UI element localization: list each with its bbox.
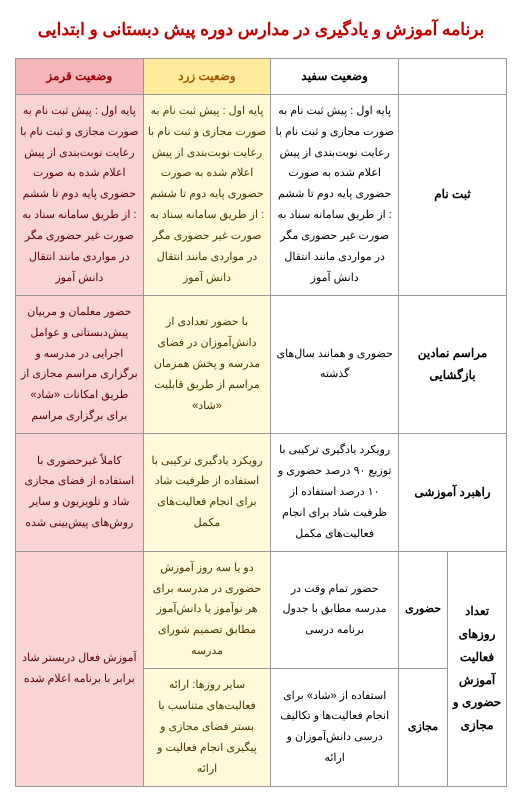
table-row: راهبرد آموزشی رویکرد یادگیری ترکیبی با ت… [16,434,507,551]
page-title: برنامه آموزش و یادگیری در مدارس دوره پیش… [15,20,507,40]
cell: حضور معلمان و مربیان پیش‌دبستانی و عوامل… [16,295,144,433]
row-label-ceremony: مراسم نمادین بازگشایی [399,295,507,433]
cell: پایه اول : پیش ثبت نام به صورت مجازی و ث… [271,94,399,295]
schedule-table: وضعیت سفید وضعیت زرد وضعیت قرمز ثبت نام … [15,58,507,787]
header-yellow: وضعیت زرد [143,59,271,95]
table-row: تعداد روزهای فعالیت آموزش حضوری و مجازی … [16,551,507,668]
row-label-strategy: راهبرد آموزشی [399,434,507,551]
header-blank [399,59,507,95]
cell: رویکرد یادگیری ترکیبی با توزیع ۹۰ درصد ح… [271,434,399,551]
cell: سایر روزها: ارائه فعالیت‌های متناسب با ب… [143,669,271,786]
row-label-days-virtual: مجازی [399,669,448,786]
header-red: وضعیت قرمز [16,59,144,95]
cell: رویکرد یادگیری ترکیبی با استفاده از ظرفی… [143,434,271,551]
cell: پایه اول : پیش ثبت نام به صورت مجازی و ث… [16,94,144,295]
cell: با حضور تعدادی از دانش‌آموزان در فضای مد… [143,295,271,433]
cell: حضور تمام وقت در مدرسه مطابق با جدول برن… [271,551,399,668]
cell: دو یا سه روز آموزش حضوری در مدرسه برای ه… [143,551,271,668]
table-row: مراسم نمادین بازگشایی حضوری و همانند سال… [16,295,507,433]
row-label-days-main: تعداد روزهای فعالیت آموزش حضوری و مجازی [448,551,507,786]
cell: استفاده از «شاد» برای انجام فعالیت‌ها و … [271,669,399,786]
cell: حضوری و همانند سال‌های گذشته [271,295,399,433]
table-row: ثبت نام پایه اول : پیش ثبت نام به صورت م… [16,94,507,295]
row-label-days-presential: حضوری [399,551,448,668]
cell: آموزش فعال دربستر شاد برابر با برنامه اع… [16,551,144,786]
row-label-registration: ثبت نام [399,94,507,295]
cell: کاملاً غیرحضوری با استفاده از فضای مجازی… [16,434,144,551]
cell: پایه اول : پیش ثبت نام به صورت مجازی و ث… [143,94,271,295]
header-white: وضعیت سفید [271,59,399,95]
